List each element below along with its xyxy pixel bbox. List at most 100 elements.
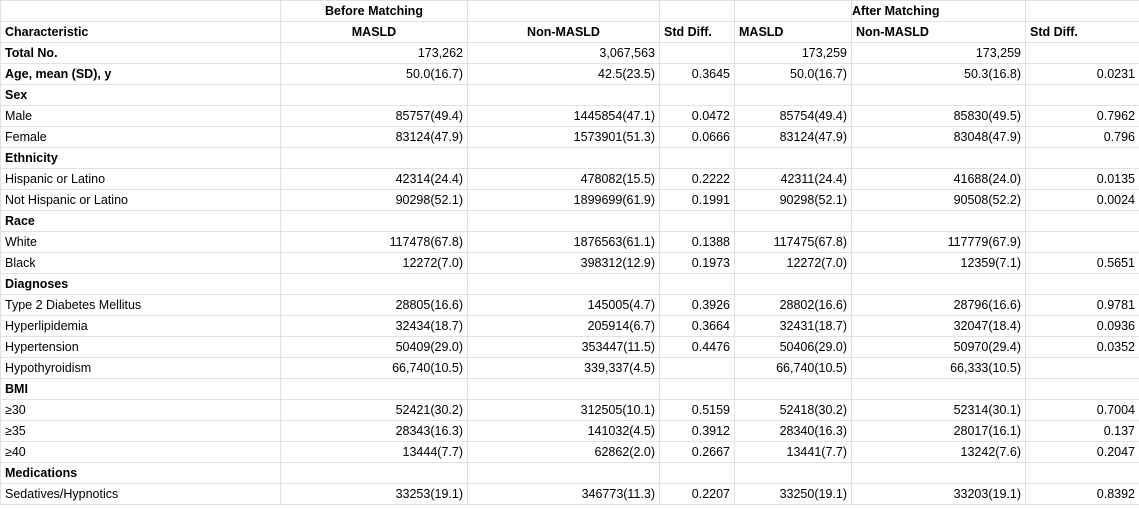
non-masld-after-cell: 28796(16.6) xyxy=(851,294,1026,316)
std-diff-after-cell: 0.7004 xyxy=(1025,399,1139,421)
group-header-row: Before Matching After Matching xyxy=(0,0,1139,22)
std-diff-after-cell xyxy=(1025,231,1139,253)
table-row: Total No. 173,262 3,067,563 173,259 173,259 xyxy=(0,42,1139,64)
std-diff-before-cell xyxy=(659,273,735,295)
empty-cell xyxy=(467,0,660,22)
std-diff-before-cell: 0.3645 xyxy=(659,63,735,85)
table-row: Race xyxy=(0,210,1139,232)
std-diff-after-cell xyxy=(1025,42,1139,64)
table-row: Sex xyxy=(0,84,1139,106)
row-label: Black xyxy=(0,252,281,274)
std-diff-after-cell: 0.0024 xyxy=(1025,189,1139,211)
masld-after-cell: 50.0(16.7) xyxy=(734,63,852,85)
characteristic-header: Characteristic xyxy=(0,21,281,43)
std-diff-after-cell: 0.796 xyxy=(1025,126,1139,148)
masld-after-cell xyxy=(734,378,852,400)
row-label: Race xyxy=(0,210,281,232)
row-label: Age, mean (SD), y xyxy=(0,63,281,85)
non-masld-after-cell xyxy=(851,210,1026,232)
std-diff-before-cell xyxy=(659,42,735,64)
non-masld-after-cell: 32047(18.4) xyxy=(851,315,1026,337)
masld-after-cell xyxy=(734,210,852,232)
non-masld-after-cell xyxy=(851,378,1026,400)
non-masld-after-cell: 117779(67.9) xyxy=(851,231,1026,253)
masld-before-cell: 50409(29.0) xyxy=(280,336,468,358)
column-header-row: Characteristic MASLD Non-MASLD Std Diff.… xyxy=(0,21,1139,43)
std-diff-after-cell: 0.0135 xyxy=(1025,168,1139,190)
std-diff-before-cell: 0.3664 xyxy=(659,315,735,337)
table-row: Not Hispanic or Latino 90298(52.1) 1899699… xyxy=(0,189,1139,211)
non-masld-before-cell: 141032(4.5) xyxy=(467,420,660,442)
std-diff-before-cell: 0.0472 xyxy=(659,105,735,127)
row-label: ≥35 xyxy=(0,420,281,442)
std-diff-before-cell xyxy=(659,210,735,232)
row-label: White xyxy=(0,231,281,253)
non-masld-before-cell xyxy=(467,210,660,232)
masld-before-cell: 33253(19.1) xyxy=(280,483,468,505)
row-label: Hypertension xyxy=(0,336,281,358)
non-masld-before-cell: 42.5(23.5) xyxy=(467,63,660,85)
non-masld-before-cell: 339,337(4.5) xyxy=(467,357,660,379)
table-row: White 117478(67.8) 1876563(61.1) 0.1388 1174… xyxy=(0,231,1139,253)
masld-before-cell: 28343(16.3) xyxy=(280,420,468,442)
after-matching-header: After Matching xyxy=(851,0,1026,22)
masld-before-cell: 28805(16.6) xyxy=(280,294,468,316)
table-row: Black 12272(7.0) 398312(12.9) 0.1973 12272(7… xyxy=(0,252,1139,274)
non-masld-after-cell: 50970(29.4) xyxy=(851,336,1026,358)
non-masld-before-cell xyxy=(467,84,660,106)
std-diff-after-cell xyxy=(1025,210,1139,232)
non-masld-after-cell: 50.3(16.8) xyxy=(851,63,1026,85)
row-label: BMI xyxy=(0,378,281,400)
std-diff-after-cell: 0.0352 xyxy=(1025,336,1139,358)
masld-after-cell: 33250(19.1) xyxy=(734,483,852,505)
masld-after-cell: 13441(7.7) xyxy=(734,441,852,463)
std-diff-before-cell: 0.1973 xyxy=(659,252,735,274)
std-diff-before-cell: 0.0666 xyxy=(659,126,735,148)
non-masld-after-cell: 41688(24.0) xyxy=(851,168,1026,190)
table-row: ≥40 13444(7.7) 62862(2.0) 0.2667 13441(7.7) 1… xyxy=(0,441,1139,463)
non-masld-after-cell: 85830(49.5) xyxy=(851,105,1026,127)
table-row: Hispanic or Latino 42314(24.4) 478082(15.5… xyxy=(0,168,1139,190)
std-diff-after-cell xyxy=(1025,357,1139,379)
masld-before-header: MASLD xyxy=(280,21,468,43)
table-row: Diagnoses xyxy=(0,273,1139,295)
std-diff-after-cell xyxy=(1025,378,1139,400)
std-diff-after-cell xyxy=(1025,462,1139,484)
std-diff-after-cell: 0.9781 xyxy=(1025,294,1139,316)
table-row: Female 83124(47.9) 1573901(51.3) 0.0666 8312… xyxy=(0,126,1139,148)
row-label: Sedatives/Hypnotics xyxy=(0,483,281,505)
table-row: Hyperlipidemia 32434(18.7) 205914(6.7) 0.36… xyxy=(0,315,1139,337)
non-masld-after-cell: 28017(16.1) xyxy=(851,420,1026,442)
row-label: Type 2 Diabetes Mellitus xyxy=(0,294,281,316)
masld-after-cell: 117475(67.8) xyxy=(734,231,852,253)
table-row: Medications xyxy=(0,462,1139,484)
non-masld-after-cell: 90508(52.2) xyxy=(851,189,1026,211)
masld-after-cell: 52418(30.2) xyxy=(734,399,852,421)
std-diff-before-cell: 0.4476 xyxy=(659,336,735,358)
non-masld-after-cell xyxy=(851,84,1026,106)
empty-cell xyxy=(1025,0,1139,22)
std-diff-before-cell: 0.3912 xyxy=(659,420,735,442)
masld-before-cell xyxy=(280,378,468,400)
non-masld-after-cell: 66,333(10.5) xyxy=(851,357,1026,379)
non-masld-before-cell: 3,067,563 xyxy=(467,42,660,64)
non-masld-before-cell: 145005(4.7) xyxy=(467,294,660,316)
std-diff-before-cell: 0.2222 xyxy=(659,168,735,190)
masld-before-cell: 52421(30.2) xyxy=(280,399,468,421)
row-label: Diagnoses xyxy=(0,273,281,295)
non-masld-before-header: Non-MASLD xyxy=(467,21,660,43)
masld-before-cell: 173,262 xyxy=(280,42,468,64)
table-row: Type 2 Diabetes Mellitus 28805(16.6) 14500… xyxy=(0,294,1139,316)
non-masld-before-cell: 1876563(61.1) xyxy=(467,231,660,253)
table-row: ≥35 28343(16.3) 141032(4.5) 0.3912 28340(16.… xyxy=(0,420,1139,442)
std-diff-before-cell xyxy=(659,147,735,169)
non-masld-after-header: Non-MASLD xyxy=(851,21,1026,43)
masld-before-cell: 42314(24.4) xyxy=(280,168,468,190)
non-masld-before-cell: 1445854(47.1) xyxy=(467,105,660,127)
std-diff-after-cell: 0.2047 xyxy=(1025,441,1139,463)
row-label: Ethnicity xyxy=(0,147,281,169)
masld-before-cell: 117478(67.8) xyxy=(280,231,468,253)
before-matching-header: Before Matching xyxy=(280,0,468,22)
non-masld-before-cell: 478082(15.5) xyxy=(467,168,660,190)
non-masld-before-cell xyxy=(467,378,660,400)
